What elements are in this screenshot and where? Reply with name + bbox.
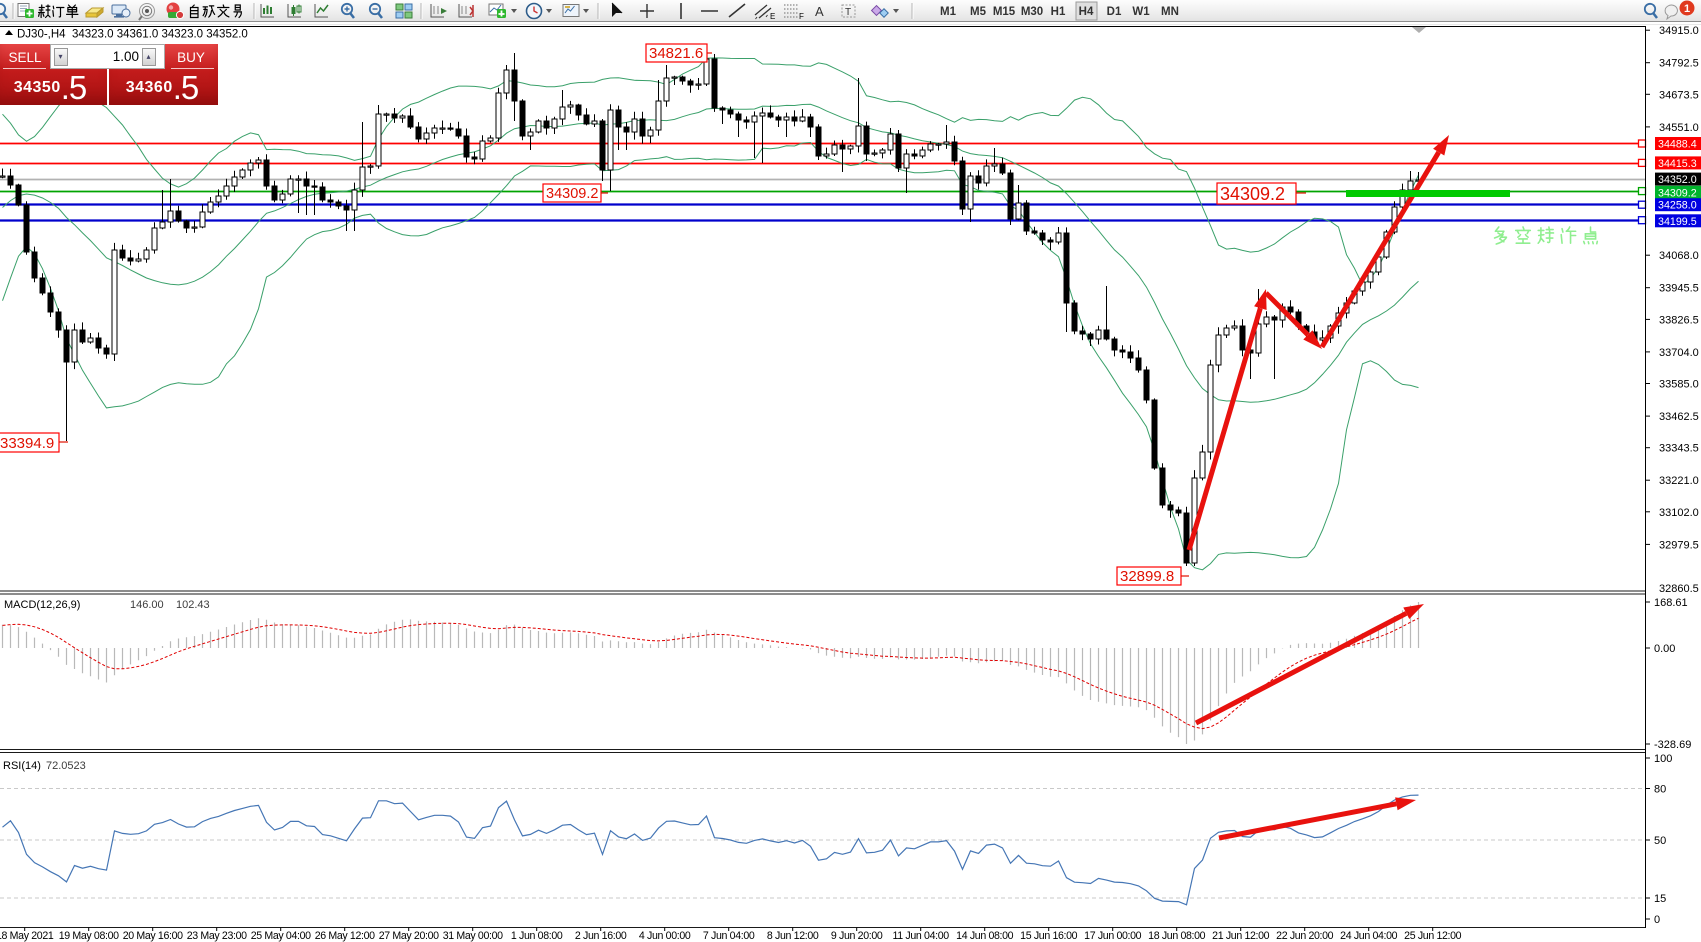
svg-text:15 Jun 16:00: 15 Jun 16:00 xyxy=(1020,930,1078,942)
svg-text:33221.0: 33221.0 xyxy=(1659,475,1699,487)
svg-text:M5: M5 xyxy=(970,6,987,18)
svg-text:21 Jun 12:00: 21 Jun 12:00 xyxy=(1212,930,1270,942)
svg-text:32979.5: 32979.5 xyxy=(1659,539,1699,551)
svg-text:H1: H1 xyxy=(1051,6,1066,18)
svg-text:18 May 2021: 18 May 2021 xyxy=(0,930,54,942)
svg-text:17 Jun 00:00: 17 Jun 00:00 xyxy=(1084,930,1142,942)
svg-text:34309.2: 34309.2 xyxy=(546,186,598,202)
svg-text:7 Jun 04:00: 7 Jun 04:00 xyxy=(703,930,755,942)
svg-text:34551.0: 34551.0 xyxy=(1659,122,1699,134)
svg-text:31 May 00:00: 31 May 00:00 xyxy=(443,930,503,942)
svg-text:34309.2: 34309.2 xyxy=(1220,184,1285,204)
svg-text:34352.0: 34352.0 xyxy=(1658,174,1697,186)
svg-text:19 May 08:00: 19 May 08:00 xyxy=(59,930,119,942)
svg-text:34488.4: 34488.4 xyxy=(1658,139,1697,151)
svg-text:20 May 16:00: 20 May 16:00 xyxy=(123,930,183,942)
svg-text:168.61: 168.61 xyxy=(1654,597,1688,609)
svg-text:A: A xyxy=(815,4,824,19)
svg-text:M15: M15 xyxy=(993,6,1016,18)
svg-text:T: T xyxy=(845,7,851,18)
svg-text:M1: M1 xyxy=(940,6,957,18)
svg-text:0.00: 0.00 xyxy=(1654,643,1675,655)
svg-text:MACD(12,26,9): MACD(12,26,9) xyxy=(4,599,80,611)
svg-text:32860.5: 32860.5 xyxy=(1659,583,1699,595)
svg-text:34673.5: 34673.5 xyxy=(1659,89,1699,101)
svg-text:146.00: 146.00 xyxy=(130,599,164,611)
svg-text:M30: M30 xyxy=(1021,6,1043,18)
svg-text:33585.0: 33585.0 xyxy=(1659,379,1699,391)
svg-text:22 Jun 20:00: 22 Jun 20:00 xyxy=(1276,930,1334,942)
svg-text:80: 80 xyxy=(1654,784,1666,796)
svg-text:33102.0: 33102.0 xyxy=(1659,507,1699,519)
svg-text:D1: D1 xyxy=(1107,6,1122,18)
svg-text:F: F xyxy=(799,12,804,21)
svg-text:2 Jun 16:00: 2 Jun 16:00 xyxy=(575,930,627,942)
svg-text:24 Jun 04:00: 24 Jun 04:00 xyxy=(1340,930,1398,942)
svg-text:H4: H4 xyxy=(1079,6,1094,18)
svg-text:DJ30-,H4 34323.0 34361.0 3432: DJ30-,H4 34323.0 34361.0 34323.0 34352.0 xyxy=(17,29,248,41)
svg-text:RSI(14): RSI(14) xyxy=(3,760,41,772)
svg-text:34915.0: 34915.0 xyxy=(1659,25,1699,37)
svg-text:34068.0: 34068.0 xyxy=(1659,250,1699,262)
svg-text:34309.2: 34309.2 xyxy=(1658,187,1697,199)
svg-text:15: 15 xyxy=(1654,893,1666,905)
svg-text:1 Jun 08:00: 1 Jun 08:00 xyxy=(511,930,563,942)
svg-text:100: 100 xyxy=(1654,753,1672,765)
svg-text:27 May 20:00: 27 May 20:00 xyxy=(379,930,439,942)
svg-text:34821.6: 34821.6 xyxy=(649,45,703,62)
svg-text:MN: MN xyxy=(1161,6,1179,18)
svg-text:34792.5: 34792.5 xyxy=(1659,58,1699,70)
svg-text:34199.5: 34199.5 xyxy=(1658,216,1697,228)
svg-text:33462.5: 33462.5 xyxy=(1659,411,1699,423)
svg-text:4 Jun 00:00: 4 Jun 00:00 xyxy=(639,930,691,942)
svg-text:102.43: 102.43 xyxy=(176,599,210,611)
svg-text:26 May 12:00: 26 May 12:00 xyxy=(315,930,375,942)
svg-text:-328.69: -328.69 xyxy=(1654,739,1691,751)
svg-text:25 May 04:00: 25 May 04:00 xyxy=(251,930,311,942)
svg-text:33394.9: 33394.9 xyxy=(0,435,54,452)
svg-text:34415.3: 34415.3 xyxy=(1658,158,1697,170)
svg-text:E: E xyxy=(770,12,775,21)
svg-text:32899.8: 32899.8 xyxy=(1120,568,1174,585)
svg-text:8 Jun 12:00: 8 Jun 12:00 xyxy=(767,930,819,942)
svg-text:72.0523: 72.0523 xyxy=(46,760,86,772)
svg-text:W1: W1 xyxy=(1132,6,1150,18)
svg-text:50: 50 xyxy=(1654,835,1666,847)
svg-text:25 Jun 12:00: 25 Jun 12:00 xyxy=(1404,930,1462,942)
svg-text:23 May 23:00: 23 May 23:00 xyxy=(187,930,247,942)
svg-text:33704.0: 33704.0 xyxy=(1659,347,1699,359)
svg-text:9 Jun 20:00: 9 Jun 20:00 xyxy=(831,930,883,942)
svg-text:33945.5: 33945.5 xyxy=(1659,283,1699,295)
svg-text:1: 1 xyxy=(1684,3,1690,15)
svg-text:33343.5: 33343.5 xyxy=(1659,443,1699,455)
svg-text:18 Jun 08:00: 18 Jun 08:00 xyxy=(1148,930,1206,942)
svg-text:33826.5: 33826.5 xyxy=(1659,314,1699,326)
svg-text:14 Jun 08:00: 14 Jun 08:00 xyxy=(956,930,1014,942)
svg-text:11 Jun 04:00: 11 Jun 04:00 xyxy=(893,930,950,942)
svg-text:0: 0 xyxy=(1654,914,1660,926)
svg-text:34258.0: 34258.0 xyxy=(1658,200,1697,212)
